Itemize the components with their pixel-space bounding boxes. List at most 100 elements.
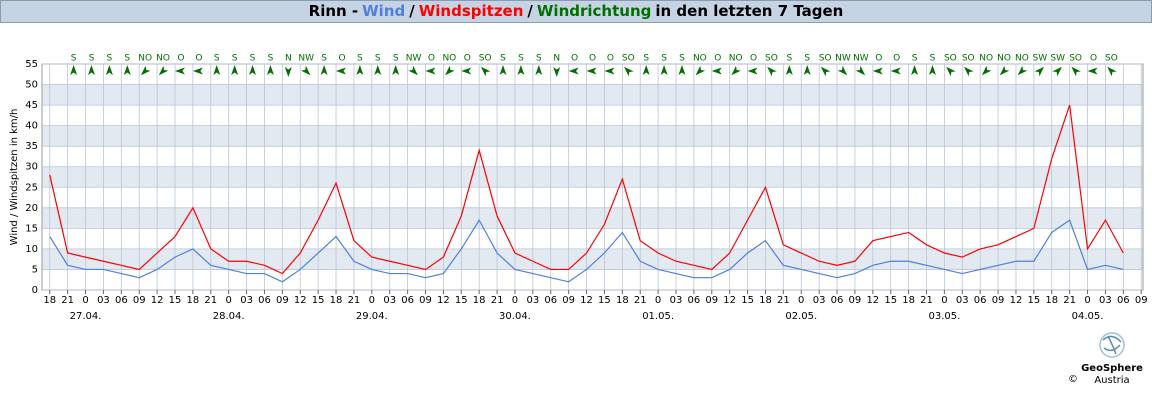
direction-label: SO — [765, 54, 778, 64]
direction-label: S — [679, 54, 685, 64]
direction-arrow — [1087, 67, 1098, 75]
direction-arrow — [249, 65, 257, 75]
x-tick-label: 09 — [992, 295, 1005, 306]
x-tick-label: 15 — [455, 295, 468, 306]
x-tick-label: 0 — [655, 295, 661, 306]
direction-label: O — [1090, 54, 1097, 64]
direction-label: S — [357, 54, 363, 64]
direction-label: O — [428, 54, 435, 64]
x-tick-label: 09 — [133, 295, 146, 306]
x-tick-label: 03 — [670, 295, 683, 306]
direction-label: S — [321, 54, 327, 64]
x-tick-label: 15 — [741, 295, 754, 306]
title-location: Rinn - — [308, 2, 359, 20]
x-tick-label: 03 — [383, 295, 396, 306]
direction-label: S — [500, 54, 506, 64]
direction-arrow — [192, 67, 203, 75]
title-wind: Wind — [362, 2, 406, 20]
direction-label: O — [177, 54, 184, 64]
direction-label: SO — [962, 54, 975, 64]
x-tick-label: 0 — [798, 295, 804, 306]
direction-label: SW — [1050, 54, 1065, 64]
y-axis-label: Wind / Windspitzen in km/h — [9, 109, 20, 246]
grid-band — [42, 248, 1143, 270]
direction-arrow — [731, 65, 741, 76]
direction-label: S — [393, 54, 399, 64]
direction-arrow — [999, 65, 1010, 76]
x-tick-label: 18 — [902, 295, 915, 306]
x-tick-label: 18 — [1045, 295, 1058, 306]
direction-label: S — [804, 54, 810, 64]
direction-arrow — [872, 67, 883, 75]
date-label: 04.05. — [1072, 311, 1104, 322]
direction-arrow — [820, 66, 831, 77]
direction-label: O — [589, 54, 596, 64]
direction-arrow — [1017, 65, 1028, 76]
direction-arrow — [1052, 66, 1062, 77]
direction-label: S — [912, 54, 918, 64]
direction-arrow — [711, 67, 722, 75]
direction-arrow — [946, 66, 956, 77]
direction-label: SO — [1069, 54, 1082, 64]
date-label: 02.05. — [785, 311, 817, 322]
direction-arrow — [356, 65, 364, 75]
direction-label: NW — [853, 54, 869, 64]
direction-arrow — [320, 65, 328, 75]
y-tick-label: 0 — [32, 285, 38, 296]
direction-arrow — [499, 65, 507, 75]
x-tick-label: 12 — [1010, 295, 1023, 306]
x-tick-label: 03 — [813, 295, 826, 306]
direction-arrow — [604, 67, 615, 75]
y-tick-label: 55 — [25, 59, 38, 70]
y-tick-label: 45 — [25, 100, 38, 111]
date-label: 28.04. — [213, 311, 245, 322]
y-tick-label: 10 — [25, 244, 38, 255]
title-separator: / — [409, 2, 415, 20]
direction-label: NO — [1015, 54, 1029, 64]
direction-arrow — [374, 65, 382, 75]
direction-arrow — [158, 65, 169, 76]
direction-label: SO — [622, 54, 635, 64]
grid-band — [42, 125, 1143, 147]
direction-arrow — [928, 65, 936, 75]
x-tick-label: 0 — [82, 295, 88, 306]
x-tick-label: 06 — [688, 295, 701, 306]
x-tick-label: 15 — [598, 295, 611, 306]
direction-arrow — [837, 65, 848, 76]
direction-label: NO — [729, 54, 743, 64]
direction-arrow — [642, 65, 650, 75]
direction-arrow — [284, 67, 292, 77]
brand: GeoSphere — [1081, 363, 1143, 374]
direction-arrow — [747, 67, 758, 75]
direction-arrow — [535, 65, 543, 75]
direction-arrow — [408, 65, 418, 76]
direction-label: NO — [138, 54, 152, 64]
direction-arrow — [855, 65, 866, 76]
direction-label: S — [214, 54, 220, 64]
x-tick-label: 15 — [312, 295, 325, 306]
date-label: 03.05. — [928, 311, 960, 322]
x-tick-label: 12 — [294, 295, 307, 306]
x-tick-label: 06 — [1117, 295, 1130, 306]
x-tick-label: 0 — [512, 295, 518, 306]
x-tick-label: 21 — [634, 295, 647, 306]
x-tick-label: 18 — [187, 295, 200, 306]
direction-label: NW — [298, 54, 314, 64]
direction-arrow — [123, 65, 131, 75]
direction-label: S — [930, 54, 936, 64]
direction-label: S — [375, 54, 381, 64]
direction-arrow — [695, 65, 706, 76]
date-label: 01.05. — [642, 311, 674, 322]
y-tick-label: 25 — [25, 182, 38, 193]
x-tick-label: 09 — [1135, 295, 1148, 306]
y-tick-label: 15 — [25, 223, 38, 234]
direction-arrow — [586, 67, 597, 75]
data-line — [49, 218, 1124, 283]
logo — [1099, 332, 1125, 358]
x-tick-label: 0 — [1084, 295, 1090, 306]
direction-label: O — [875, 54, 882, 64]
x-tick-label: 03 — [1099, 295, 1112, 306]
direction-label: S — [89, 54, 95, 64]
grid-band — [42, 84, 1143, 106]
